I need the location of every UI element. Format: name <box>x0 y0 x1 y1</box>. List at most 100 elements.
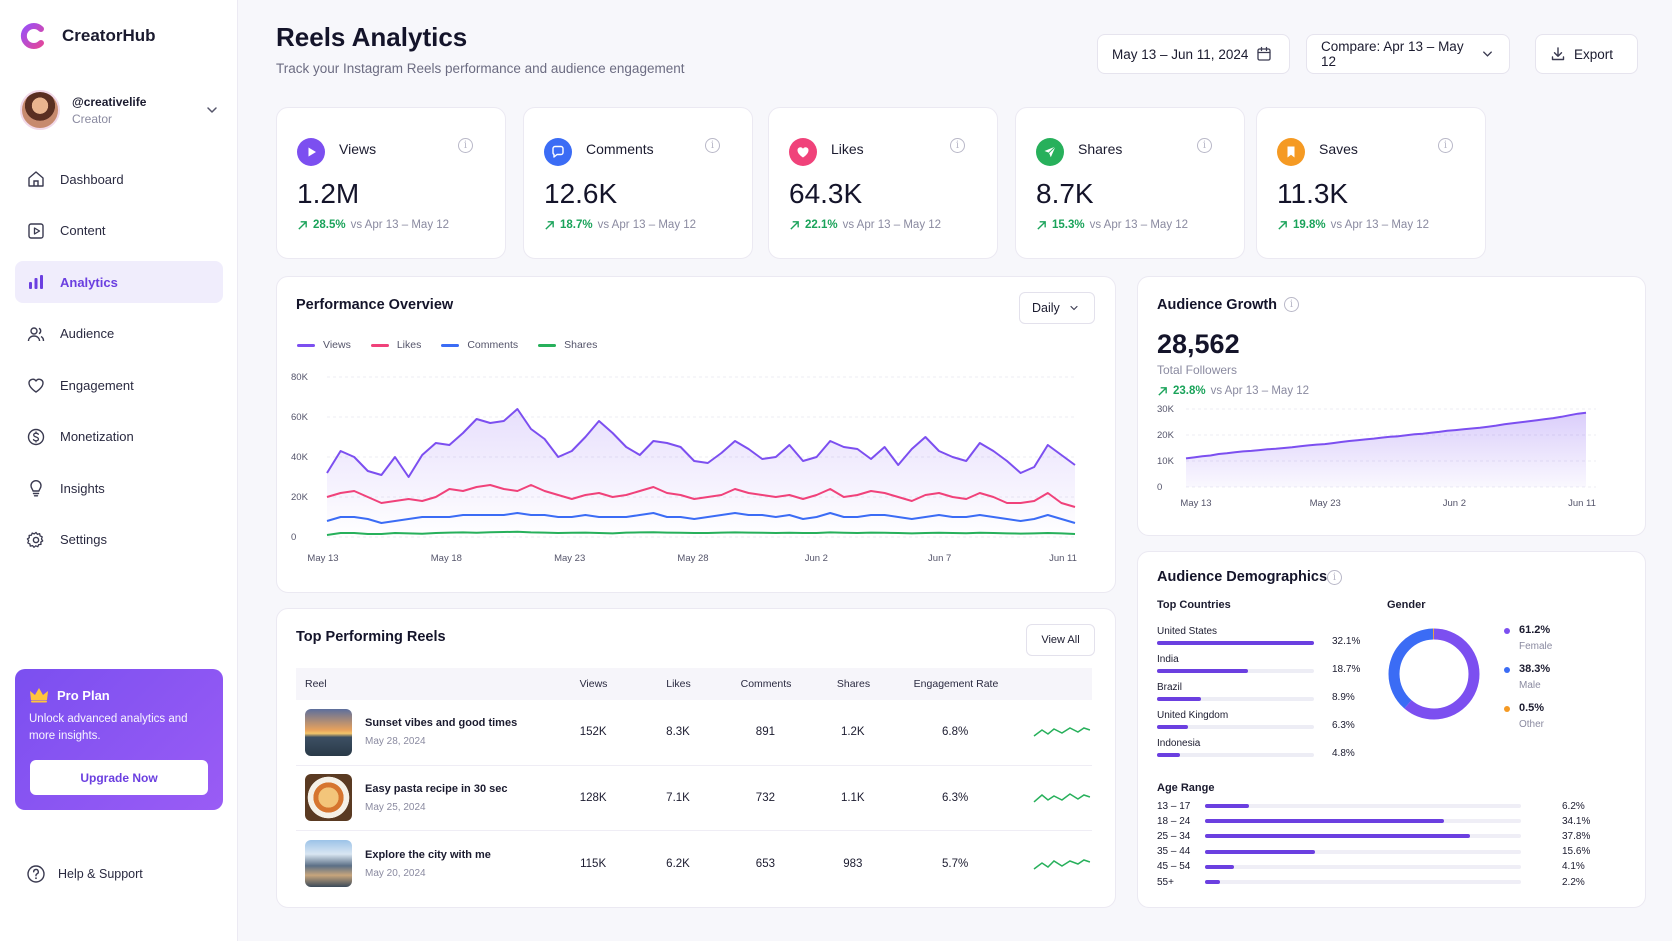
profile-switcher[interactable]: @creativelife Creator <box>20 88 220 132</box>
info-icon[interactable]: i <box>1327 570 1342 585</box>
info-icon[interactable]: i <box>950 138 965 153</box>
column-header: Comments <box>740 678 792 690</box>
kpi-label: Shares <box>1078 141 1123 157</box>
info-icon[interactable]: i <box>1284 297 1299 312</box>
heart-icon <box>789 138 817 166</box>
date-range-picker[interactable]: May 13 – Jun 11, 2024 <box>1097 34 1290 74</box>
x-tick-label: May 28 <box>677 553 708 564</box>
help-support-link[interactable]: Help & Support <box>26 864 143 884</box>
app-logo[interactable]: CreatorHub <box>20 22 156 50</box>
growth-compare: vs Apr 13 – May 12 <box>1210 385 1310 397</box>
country-bar <box>1157 753 1181 757</box>
country-row: United States 32.1% <box>1157 626 1360 647</box>
gender-pct: 61.2% <box>1519 624 1551 636</box>
avatar <box>20 90 60 130</box>
age-label: 13 – 17 <box>1157 800 1191 812</box>
kpi-delta: 15.3% <box>1052 219 1085 231</box>
legend-item-comments[interactable]: Comments <box>441 339 518 351</box>
country-bar-track <box>1157 697 1314 701</box>
age-row: 25 – 34 37.8% <box>1157 828 1590 844</box>
comment-icon <box>544 138 572 166</box>
period-label: Daily <box>1032 301 1060 315</box>
sparkline <box>1033 858 1091 870</box>
age-range-title: Age Range <box>1157 782 1215 794</box>
country-row: United Kingdom 6.3% <box>1157 710 1357 731</box>
country-bar <box>1157 641 1314 645</box>
table-header: Reel Views Likes Comments Shares Engagem… <box>296 668 1092 700</box>
legend-item-views[interactable]: Views <box>297 339 351 351</box>
info-icon[interactable]: i <box>458 138 473 153</box>
info-icon[interactable]: i <box>705 138 720 153</box>
age-bar <box>1205 804 1249 808</box>
profile-role: Creator <box>72 111 113 126</box>
gender-legend-item: 61.2% Female <box>1504 624 1552 652</box>
sidebar-item-settings[interactable]: Settings <box>15 519 223 561</box>
sidebar-item-monetization[interactable]: Monetization <box>15 416 223 458</box>
app-name: CreatorHub <box>62 26 156 45</box>
reel-views: 128K <box>579 791 607 804</box>
y-tick-label: 20K <box>291 492 309 503</box>
legend-item-likes[interactable]: Likes <box>370 339 421 351</box>
table-row[interactable]: Easy pasta recipe in 30 sec May 25, 2024 … <box>296 766 1092 831</box>
audience-growth-card: Audience Growth i 28,562 Total Followers… <box>1137 276 1646 536</box>
age-row: 13 – 17 6.2% <box>1157 798 1585 814</box>
period-dropdown[interactable]: Daily <box>1019 292 1095 324</box>
reel-shares: 983 <box>843 857 863 870</box>
x-tick-label: Jun 11 <box>1049 553 1077 564</box>
country-row: Brazil 8.9% <box>1157 682 1357 703</box>
donut-slice-other <box>1388 628 1480 720</box>
kpi-card-views: Views i 1.2M 28.5% vs Apr 13 – May 12 <box>276 107 506 259</box>
upgrade-now-button[interactable]: Upgrade Now <box>30 760 208 795</box>
x-tick-label: Jun 2 <box>805 553 828 564</box>
country-pct: 8.9% <box>1332 692 1355 703</box>
sidebar-item-dashboard[interactable]: Dashboard <box>15 158 223 200</box>
reel-thumbnail <box>305 708 352 756</box>
donut-slice-male <box>1388 628 1480 720</box>
info-icon[interactable]: i <box>1438 138 1453 153</box>
view-all-button[interactable]: View All <box>1026 624 1095 656</box>
gender-label: Male <box>1519 680 1541 691</box>
sidebar-item-analytics[interactable]: Analytics <box>15 261 223 303</box>
info-icon[interactable]: i <box>1197 138 1212 153</box>
kpi-label: Views <box>339 141 377 157</box>
chart-legend: Views Likes Comments Shares <box>297 339 597 351</box>
sidebar-item-insights[interactable]: Insights <box>15 467 223 509</box>
logo-icon <box>20 23 44 49</box>
gender-legend-item: 0.5% Other <box>1504 702 1544 730</box>
gender-pct: 38.3% <box>1519 663 1551 675</box>
kpi-card-likes: Likes i 64.3K 22.1% vs Apr 13 – May 12 <box>768 107 998 259</box>
country-bar-track <box>1157 725 1314 729</box>
y-tick-label: 60K <box>291 412 309 423</box>
sidebar-item-label: Settings <box>60 532 107 547</box>
reel-engagement-rate: 6.8% <box>942 726 969 739</box>
country-name: Indonesia <box>1157 738 1201 749</box>
sidebar-item-content[interactable]: Content <box>15 210 223 252</box>
export-button[interactable]: Export <box>1535 34 1638 74</box>
legend-item-shares[interactable]: Shares <box>538 339 597 351</box>
views-area <box>327 409 1075 537</box>
reel-likes: 7.1K <box>666 791 690 804</box>
kpi-card-comments: Comments i 12.6K 18.7% vs Apr 13 – May 12 <box>523 107 753 259</box>
column-header: Engagement Rate <box>913 678 999 690</box>
bar-chart-icon <box>29 275 43 289</box>
pro-plan-description: Unlock advanced analytics and more insig… <box>29 713 188 742</box>
compare-dropdown[interactable]: Compare: Apr 13 – May 12 <box>1306 34 1510 74</box>
kpi-value: 12.6K <box>544 178 618 209</box>
kpi-label: Likes <box>831 141 864 157</box>
sidebar-item-label: Analytics <box>60 274 118 290</box>
age-bar-track <box>1205 864 1521 869</box>
trend-up-icon <box>1158 386 1167 396</box>
reel-date: May 20, 2024 <box>365 867 426 879</box>
table-row[interactable]: Sunset vibes and good times May 28, 2024 … <box>296 700 1092 766</box>
sidebar-item-audience[interactable]: Audience <box>15 313 223 355</box>
sidebar-item-engagement[interactable]: Engagement <box>15 364 223 406</box>
table-row[interactable]: Explore the city with me May 20, 2024 115… <box>296 831 1092 897</box>
age-label: 45 – 54 <box>1157 861 1191 873</box>
lightbulb-icon <box>30 480 42 497</box>
age-row: 45 – 54 4.1% <box>1157 859 1585 875</box>
dollar-icon <box>27 428 45 445</box>
top-reels-card: Top Performing Reels View All Reel Views… <box>276 608 1116 908</box>
legend-dot <box>1504 706 1510 712</box>
trend-up-icon <box>545 220 554 230</box>
reel-engagement-rate: 6.3% <box>942 791 969 804</box>
